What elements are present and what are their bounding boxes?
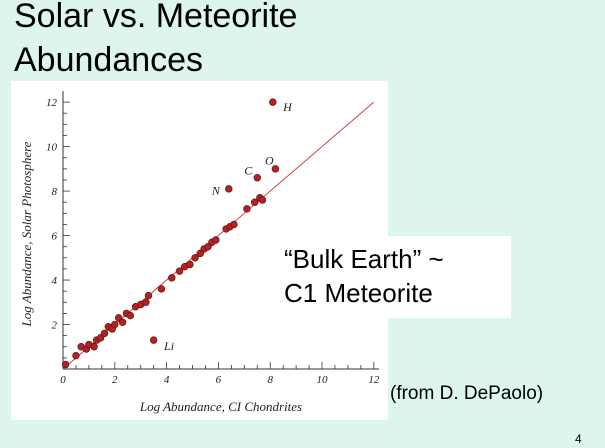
x-tick-label: 4	[164, 374, 170, 386]
scatter-chart: 0 2 4 6 8 10 12 2 4 6 8 10 12 H OC N Li Log Abundance, CI…	[19, 91, 380, 414]
x-tick-label: 8	[267, 374, 273, 386]
data-point	[250, 198, 259, 206]
x-tick-label: 6	[216, 374, 222, 386]
x-tick-label: 10	[317, 374, 329, 386]
data-point	[72, 351, 80, 360]
source-credit: (from D. DePaolo)	[390, 383, 544, 404]
data-point	[157, 285, 166, 293]
data-point	[253, 174, 261, 182]
data-point	[100, 329, 109, 338]
data-point	[118, 318, 127, 326]
data-point	[243, 205, 251, 213]
callout-line-1: “Bulk Earth” ~	[284, 244, 444, 274]
data-point	[271, 165, 280, 173]
element-label: C	[244, 163, 253, 177]
callout-line-2: C1 Meteorite	[284, 278, 433, 308]
x-tick-label: 0	[60, 374, 66, 386]
data-point	[144, 291, 153, 300]
page-number: 4	[575, 432, 582, 446]
title-line-2: Abundances	[14, 41, 204, 79]
y-tick-label: 4	[52, 275, 58, 287]
data-point	[230, 220, 238, 229]
data-point	[258, 196, 267, 204]
y-tick-label: 8	[52, 186, 58, 198]
data-point	[111, 320, 119, 329]
data-point	[126, 311, 135, 320]
y-tick-label: 10	[46, 142, 58, 154]
data-point	[269, 98, 277, 106]
y-tick-label: 12	[46, 97, 58, 109]
element-label: Li	[163, 339, 174, 353]
data-point	[142, 298, 150, 306]
title-line-1: Solar vs. Meteorite	[14, 0, 298, 35]
x-axis-label: Log Abundance, CI Chondrites	[139, 399, 302, 414]
data-point	[225, 185, 233, 193]
data-point	[90, 343, 98, 351]
data-point	[61, 360, 70, 369]
data-point	[212, 236, 220, 244]
data-point	[149, 336, 158, 344]
element-label: N	[211, 183, 221, 197]
y-axis-label: Log Abundance, Solar Photosphere	[19, 141, 34, 327]
element-label: O	[265, 153, 274, 167]
data-point	[186, 260, 194, 269]
data-point	[191, 254, 199, 262]
bulk-earth-callout: “Bulk Earth” ~ C1 Meteorite	[275, 236, 511, 318]
x-tick-label: 12	[368, 374, 380, 386]
y-tick-label: 2	[52, 320, 58, 332]
y-tick-label: 6	[52, 231, 58, 243]
element-label: H	[282, 100, 293, 114]
data-point	[168, 274, 176, 282]
x-tick-label: 2	[112, 374, 118, 386]
data-point	[175, 267, 184, 275]
slide-title: Solar vs. Meteorite Abundances	[14, 0, 297, 82]
